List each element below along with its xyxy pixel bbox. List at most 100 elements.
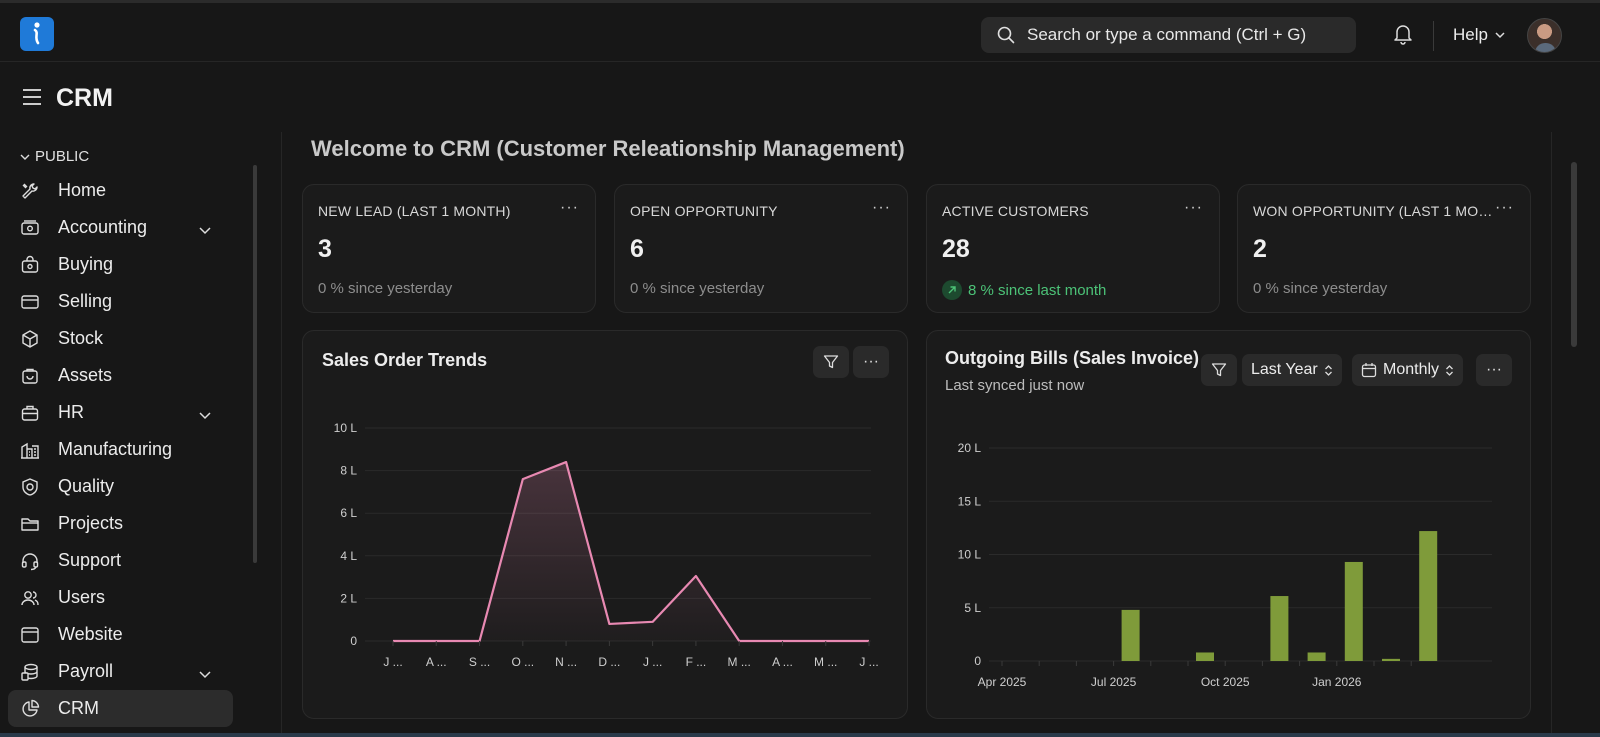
section-label: PUBLIC: [35, 148, 90, 165]
chevron-down-icon[interactable]: [198, 663, 212, 684]
more-options-button[interactable]: ···: [1476, 354, 1512, 386]
sidebar-item-users[interactable]: Users: [8, 579, 233, 616]
stat-value: 3: [318, 235, 332, 263]
more-options-button[interactable]: ···: [1495, 199, 1514, 216]
x-tick-label: O ...: [511, 655, 534, 669]
chevron-down-icon[interactable]: [198, 219, 212, 240]
sidebar-item-label: Quality: [58, 476, 115, 496]
more-options-button[interactable]: ···: [1184, 199, 1203, 216]
y-tick-label: 6 L: [340, 506, 357, 520]
sidebar-item-quality[interactable]: Quality: [8, 468, 233, 505]
sidebar-item-payroll[interactable]: Payroll: [8, 653, 233, 690]
range-select-value: Last Year: [1251, 361, 1318, 378]
y-tick-label: 8 L: [340, 464, 357, 478]
period-select[interactable]: Monthly: [1352, 354, 1464, 386]
y-tick-label: 10 L: [958, 548, 982, 562]
series-line: [393, 460, 869, 643]
filter-button[interactable]: [1201, 354, 1237, 386]
help-menu[interactable]: Help: [1453, 25, 1506, 45]
y-tick-label: 20 L: [958, 441, 982, 455]
accounting-icon: [18, 216, 42, 240]
bar: [1382, 658, 1400, 661]
sidebar-item-label: Accounting: [58, 217, 148, 237]
headset-icon: [18, 549, 42, 573]
sidebar-item-buying[interactable]: Buying: [8, 246, 233, 283]
x-tick-label: Apr 2025: [978, 675, 1027, 689]
sidebar-item-website[interactable]: Website: [8, 616, 233, 653]
sidebar-item-label: Website: [58, 624, 123, 644]
sidebar-item-manufacturing[interactable]: Manufacturing: [8, 431, 233, 468]
x-tick-label: N ...: [555, 655, 577, 669]
sidebar-item-accounting[interactable]: Accounting: [8, 209, 233, 246]
sidebar-divider: [281, 132, 282, 737]
period-select-value: Monthly: [1383, 361, 1440, 378]
sidebar-item-label: Selling: [58, 291, 113, 311]
sidebar-item-label: Projects: [58, 513, 124, 533]
menu-toggle-icon[interactable]: [22, 88, 42, 111]
stat-change-text: 0 % since yesterday: [630, 280, 765, 297]
stat-change: 8 % since last month: [942, 280, 1106, 300]
sidebar-scrollbar[interactable]: [253, 165, 257, 563]
stat-value: 2: [1253, 235, 1267, 263]
content-divider: [1551, 132, 1552, 737]
x-tick-label: D ...: [598, 655, 620, 669]
window-bottom-edge: [0, 733, 1600, 737]
main-scrollbar[interactable]: [1571, 162, 1577, 347]
x-tick-label: Oct 2025: [1201, 675, 1250, 689]
box-icon: [18, 327, 42, 351]
y-tick-label: 15 L: [958, 494, 982, 508]
sidebar-item-hr[interactable]: HR: [8, 394, 233, 431]
outgoing-bills-chart: 0 5 L 10 L 15 L 20 L Apr 2025 Jul 2025 Oct 2025…: [958, 441, 1492, 689]
sidebar-item-label: CRM: [58, 698, 99, 718]
sidebar-item-label: Stock: [58, 328, 104, 348]
website-icon: [18, 623, 42, 647]
filter-icon: [823, 355, 839, 369]
more-options-button[interactable]: ···: [872, 199, 891, 216]
sidebar-item-assets[interactable]: Assets: [8, 357, 233, 394]
stat-card: OPEN OPPORTUNITY ··· 6 0 % since yesterday: [614, 184, 908, 313]
payroll-icon: [18, 660, 42, 684]
y-tick-label: 5 L: [964, 601, 981, 615]
stat-value: 6: [630, 235, 644, 263]
y-tick-label: 0: [974, 654, 981, 668]
sidebar-item-support[interactable]: Support: [8, 542, 233, 579]
search-icon: [997, 26, 1015, 44]
bar: [1121, 609, 1140, 661]
chart-title: Sales Order Trends: [322, 350, 488, 370]
x-tick-label: J ...: [383, 655, 402, 669]
sidebar-item-stock[interactable]: Stock: [8, 320, 233, 357]
pie-chart-icon: [18, 697, 42, 721]
more-options-button[interactable]: ···: [560, 199, 579, 216]
section-public-toggle[interactable]: PUBLIC: [20, 148, 89, 165]
range-select[interactable]: Last Year: [1242, 354, 1342, 386]
filter-button[interactable]: [813, 346, 849, 378]
y-tick-label: 0: [350, 634, 357, 648]
page-title: Welcome to CRM (Customer Releationship M…: [311, 136, 905, 161]
stat-card: WON OPPORTUNITY (LAST 1 MON... ··· 2 0 % si…: [1237, 184, 1531, 313]
briefcase-icon: [18, 401, 42, 425]
bar: [1344, 561, 1363, 661]
stat-change: 0 % since yesterday: [1253, 280, 1387, 297]
sidebar-item-crm[interactable]: CRM: [8, 690, 233, 727]
factory-icon: [18, 438, 42, 462]
x-tick-label: A ...: [426, 655, 447, 669]
app-logo[interactable]: [20, 17, 54, 51]
x-tick-label: Jul 2025: [1091, 675, 1137, 689]
outgoing-bills-card: Outgoing Bills (Sales Invoice) Last sync…: [926, 330, 1531, 719]
users-icon: [18, 586, 42, 610]
quality-icon: [18, 475, 42, 499]
trend-up-icon: [942, 280, 962, 300]
stat-card: ACTIVE CUSTOMERS ··· 28 8 % since last mont…: [926, 184, 1220, 313]
chevron-down-icon: [20, 154, 30, 160]
more-options-button[interactable]: ···: [853, 346, 889, 378]
sidebar-item-home[interactable]: Home: [8, 172, 233, 209]
notification-bell-icon[interactable]: [1393, 23, 1413, 50]
chevron-down-icon[interactable]: [198, 404, 212, 425]
buying-icon: [18, 253, 42, 277]
user-avatar[interactable]: [1527, 18, 1562, 53]
sidebar-item-selling[interactable]: Selling: [8, 283, 233, 320]
sidebar-item-projects[interactable]: Projects: [8, 505, 233, 542]
x-tick-label: S ...: [469, 655, 490, 669]
search-bar[interactable]: Search or type a command (Ctrl + G): [981, 17, 1356, 53]
stat-label: ACTIVE CUSTOMERS: [942, 203, 1089, 219]
